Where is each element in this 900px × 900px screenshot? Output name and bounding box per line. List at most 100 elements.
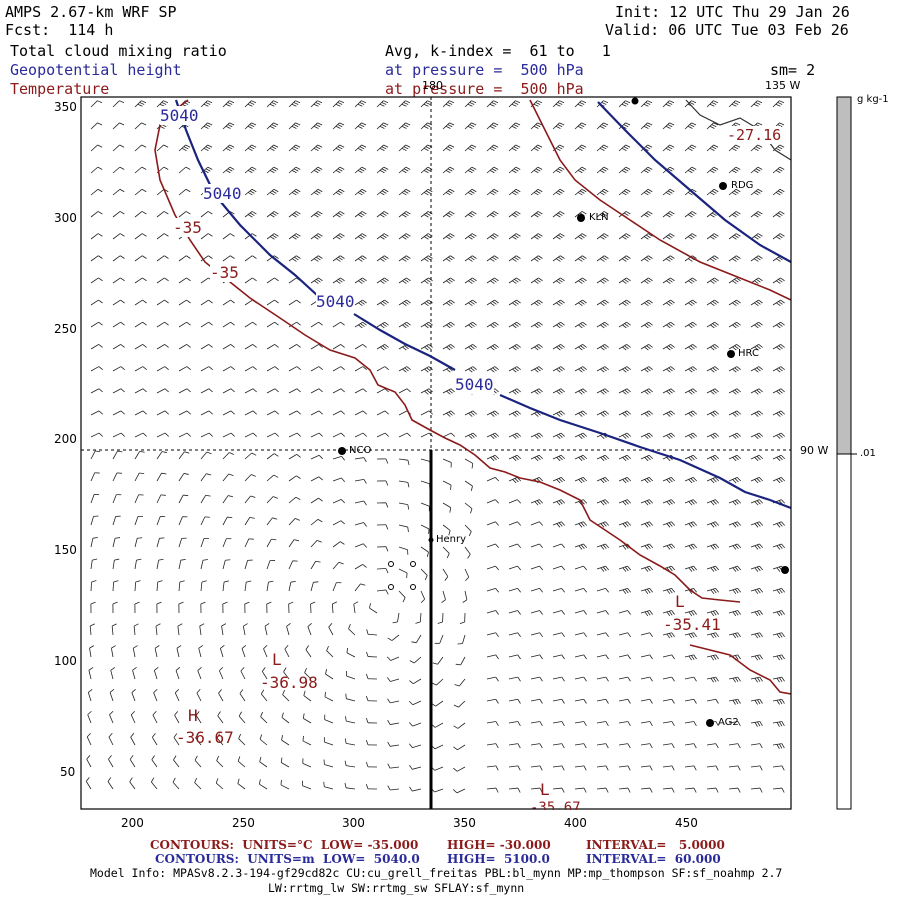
wind-barb-feather (712, 278, 717, 283)
wind-barb-feather (407, 460, 410, 466)
wind-barb (332, 366, 342, 372)
wind-barb (156, 494, 162, 504)
wind-barb-feather (555, 125, 561, 129)
wind-barb (156, 211, 165, 218)
wind-barb-feather (514, 433, 519, 438)
wind-barb-feather (133, 645, 138, 649)
wind-barb-feather (713, 122, 719, 126)
wind-barb-feather (97, 144, 103, 148)
wind-barb-feather (324, 691, 326, 697)
wind-barb-feather (646, 456, 651, 461)
wind-barb-feather (449, 166, 455, 170)
wind-barb (486, 432, 496, 438)
wind-barb-feather (98, 410, 103, 415)
y-tick: 150 (54, 543, 77, 557)
wind-barb (706, 100, 714, 108)
wind-barb (156, 432, 166, 438)
wind-barb-feather (693, 721, 697, 726)
x-tick: 250 (232, 816, 255, 830)
wind-barb (684, 676, 694, 680)
wind-barb-feather (426, 367, 431, 372)
wind-barb-feather (538, 344, 543, 348)
wind-barb-feather (490, 280, 495, 284)
wind-barb-feather (756, 456, 761, 461)
wind-barb-feather (622, 457, 627, 462)
wind-barb-feather (385, 458, 389, 464)
wind-barb-feather (578, 324, 583, 329)
wind-barb (574, 521, 584, 526)
wind-barb-feather (365, 695, 369, 701)
wind-barb-feather (491, 124, 497, 128)
wind-barb-feather (296, 388, 301, 393)
wind-barb-feather (291, 192, 297, 196)
wind-barb-feather (734, 323, 739, 327)
wind-barb (176, 648, 180, 658)
wind-barb-feather (207, 100, 213, 104)
wind-barb-feather (581, 233, 587, 237)
wind-barb-feather (756, 633, 761, 638)
wind-barb (346, 652, 356, 658)
wind-barb (486, 654, 496, 658)
wind-barb (460, 656, 466, 666)
wind-barb-feather (490, 258, 495, 262)
wind-barb-feather (626, 255, 631, 259)
wind-barb (618, 166, 627, 174)
wind-barb (240, 670, 246, 680)
wind-barb-feather (671, 521, 676, 526)
wind-barb (442, 388, 452, 394)
wind-barb-feather (649, 765, 653, 771)
wind-barb-feather (259, 734, 263, 740)
wind-barb (486, 211, 495, 218)
wind-barb-feather (734, 544, 739, 549)
wind-barb-feather (411, 641, 417, 644)
wind-barb-feather (781, 610, 785, 615)
wind-barb-feather (114, 558, 120, 561)
wind-barb-feather (472, 432, 478, 437)
wind-barb (442, 233, 451, 240)
wind-barb (728, 765, 738, 768)
wind-barb-feather (402, 302, 407, 307)
wind-barb-feather (471, 233, 477, 237)
wind-barb (222, 432, 232, 438)
wind-barb-feather (512, 434, 517, 439)
wind-barb (750, 632, 760, 636)
wind-barb-feather (86, 755, 91, 760)
wind-barb (750, 587, 760, 592)
wind-barb-feather (467, 103, 473, 107)
wind-barb-feather (281, 712, 284, 718)
wind-barb (442, 144, 450, 152)
wind-barb-feather (759, 699, 763, 704)
wind-barb-feather (690, 345, 695, 350)
wind-barb-feather (206, 451, 212, 455)
wind-barb (750, 743, 760, 746)
wind-barb-feather (737, 632, 741, 638)
wind-barb-feather (120, 366, 125, 371)
wind-barb (332, 541, 341, 548)
wind-barb-feather (539, 765, 543, 771)
wind-barb (90, 450, 96, 460)
wind-barb-feather (339, 188, 345, 193)
wind-barb-feather (710, 434, 715, 439)
wind-barb-feather (644, 324, 649, 329)
wind-barb-feather (537, 122, 543, 126)
wind-barb-feather (159, 125, 165, 129)
wind-barb-feather (709, 214, 715, 218)
wind-barb-feather (736, 366, 741, 371)
wind-barb-feather (383, 100, 389, 104)
wind-barb-feather (735, 211, 741, 215)
wind-barb (552, 765, 562, 768)
wind-barb-feather (405, 144, 411, 148)
wind-barb-feather (468, 302, 473, 307)
wind-barb-feather (251, 144, 257, 148)
wind-barb-feather (380, 346, 385, 351)
wind-barb (222, 495, 229, 504)
wind-barb-feather (649, 588, 653, 593)
wind-barb (332, 122, 340, 130)
wind-barb-feather (776, 589, 781, 594)
wind-barb (459, 678, 466, 687)
wind-barb-feather (692, 454, 698, 460)
wind-barb (772, 211, 781, 218)
wind-barb-feather (470, 411, 475, 416)
wind-barb (302, 740, 312, 746)
wind-barb-feather (246, 580, 252, 583)
